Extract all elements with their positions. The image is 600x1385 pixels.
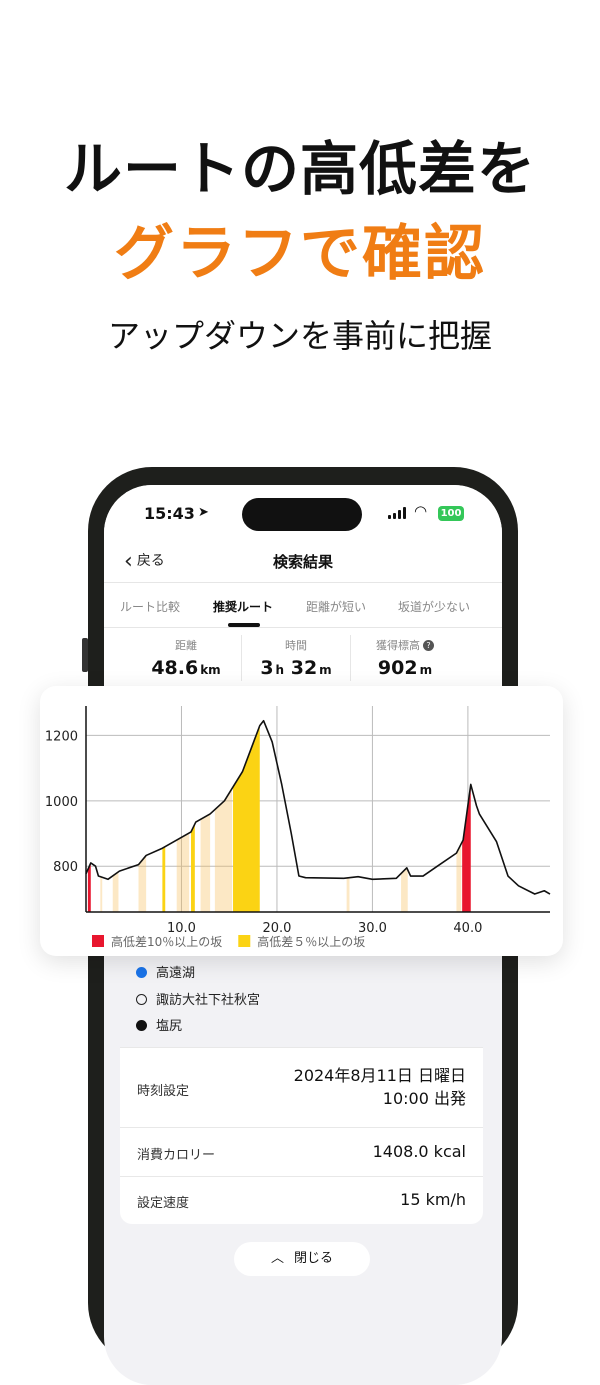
detail-label: 設定速度 [137, 1196, 190, 1211]
y-tick-label: 800 [53, 860, 78, 875]
chevron-left-icon: ‹ [124, 549, 133, 574]
stop-name: 諏訪大社下社秋宮 [156, 993, 261, 1008]
stat-elevation-gain: 獲得標高? 902 m [350, 637, 460, 679]
help-icon[interactable]: ? [423, 640, 434, 651]
headline: ルートの高低差を [63, 135, 536, 203]
goal-marker-icon [136, 1020, 147, 1031]
detail-row-speed[interactable]: 設定速度 15 km/h [120, 1176, 483, 1224]
page-title: 検索結果 [272, 553, 333, 571]
battery-icon: 100 [438, 506, 464, 521]
detail-row-time[interactable]: 時刻設定 2024年8月11日 日曜日 10:00 出発 [120, 1047, 483, 1127]
date-value: 2024年8月11日 日曜日 [293, 1066, 466, 1085]
stat-value: 32 [290, 657, 318, 679]
y-tick-label: 1200 [45, 729, 78, 744]
detail-label: 消費カロリー [137, 1148, 216, 1163]
stop-item: 高遠湖 [136, 962, 195, 981]
stat-label: 獲得標高 [376, 639, 420, 652]
stat-value: 3 [260, 657, 274, 679]
legend-label: 高低差10％以上の坂 [111, 934, 222, 949]
divider [104, 627, 502, 628]
detail-row-calories: 消費カロリー 1408.0 kcal [120, 1127, 483, 1176]
phone-side-button [82, 638, 88, 672]
x-tick-label: 10.0 [167, 921, 196, 936]
x-tick-label: 30.0 [358, 921, 387, 936]
wifi-icon: ◠ [414, 502, 428, 520]
stop-name: 高遠湖 [156, 966, 196, 981]
divider [350, 635, 351, 681]
status-time: 15:43 [144, 504, 195, 523]
stat-label: 時間 [285, 639, 307, 652]
stop-item: 諏訪大社下社秋宮 [136, 989, 260, 1008]
waypoint-marker-icon [136, 994, 147, 1005]
legend-label: 高低差５％以上の坂 [257, 934, 365, 949]
elevation-line [85, 719, 551, 895]
close-button[interactable]: ︿ 閉じる [234, 1242, 370, 1276]
stat-value: 48.6 [151, 657, 199, 679]
back-button[interactable]: ‹ 戻る [124, 549, 165, 574]
close-label: 閉じる [294, 1251, 334, 1266]
stat-unit: h [275, 663, 285, 677]
y-tick-label: 1000 [45, 795, 78, 810]
slope-band-light [112, 871, 119, 912]
elevation-chart-card: 800 1000 1200 10.0 20.0 30.0 40.0 高低差10％以上の坂 高低差… [40, 686, 563, 956]
stop-item: 塩尻 [136, 1015, 182, 1034]
legend-swatch [238, 935, 251, 947]
location-arrow-icon: ➤ [198, 505, 209, 520]
stat-value: 902 [377, 657, 418, 679]
stat-time: 時間 3 h 32 m [241, 637, 351, 679]
stat-unit: m [419, 663, 433, 677]
screen-header: 15:43 ➤ ◠ 100 ‹ 戻る 検索結果 ルート比較 推奨ルート 距離が短い… [104, 485, 502, 687]
stat-unit: m [319, 663, 332, 677]
stat-label: 距離 [175, 639, 197, 652]
departure-value: 10:00 出発 [382, 1089, 466, 1108]
start-marker-icon [136, 967, 147, 978]
detail-value: 2024年8月11日 日曜日 10:00 出発 [294, 1064, 466, 1110]
legend-swatch [92, 935, 104, 947]
x-tick-label: 40.0 [453, 921, 482, 936]
slope-band-10pct [87, 862, 91, 912]
slope-band-5pct [191, 824, 195, 912]
slope-band-light [200, 813, 211, 912]
chevron-up-icon: ︿ [270, 1251, 284, 1266]
stat-unit: km [200, 663, 221, 677]
tab-recommended[interactable]: 推奨ルート [213, 600, 274, 614]
detail-value: 1408.0 kcal [372, 1142, 466, 1161]
divider [104, 582, 502, 583]
slope-band-light [214, 788, 233, 912]
slope-band-light [401, 867, 408, 912]
subtitle: アップダウンを事前に把握 [107, 317, 492, 355]
stop-name: 塩尻 [156, 1019, 183, 1034]
x-tick-label: 20.0 [262, 921, 291, 936]
slope-band-light [138, 855, 147, 912]
elevation-chart: 800 1000 1200 10.0 20.0 30.0 40.0 高低差10％以上の坂 高低差… [45, 706, 551, 949]
signal-icon [388, 507, 408, 519]
route-details: 時刻設定 2024年8月11日 日曜日 10:00 出発 消費カロリー 1408.… [120, 1047, 483, 1224]
tab-route-compare[interactable]: ルート比較 [120, 600, 181, 614]
slope-band-light [100, 876, 103, 912]
tab-fewer-slopes[interactable]: 坂道が少ない [398, 600, 471, 614]
slope-band-light [456, 843, 462, 912]
slope-band-light [176, 832, 190, 912]
slope-band-5pct [233, 725, 260, 912]
headline-accent: グラフで確認 [114, 219, 486, 289]
dynamic-island [242, 498, 362, 531]
divider [241, 635, 242, 681]
slope-band-light [346, 877, 350, 912]
slope-band-10pct [462, 784, 471, 912]
stat-distance: 距離 48.6 km [131, 637, 241, 679]
tab-shortest[interactable]: 距離が短い [306, 600, 367, 614]
tab-indicator [228, 623, 260, 627]
slope-band-5pct [162, 846, 166, 912]
detail-label: 時刻設定 [137, 1084, 190, 1099]
back-label: 戻る [136, 553, 165, 569]
detail-value: 15 km/h [400, 1190, 466, 1209]
